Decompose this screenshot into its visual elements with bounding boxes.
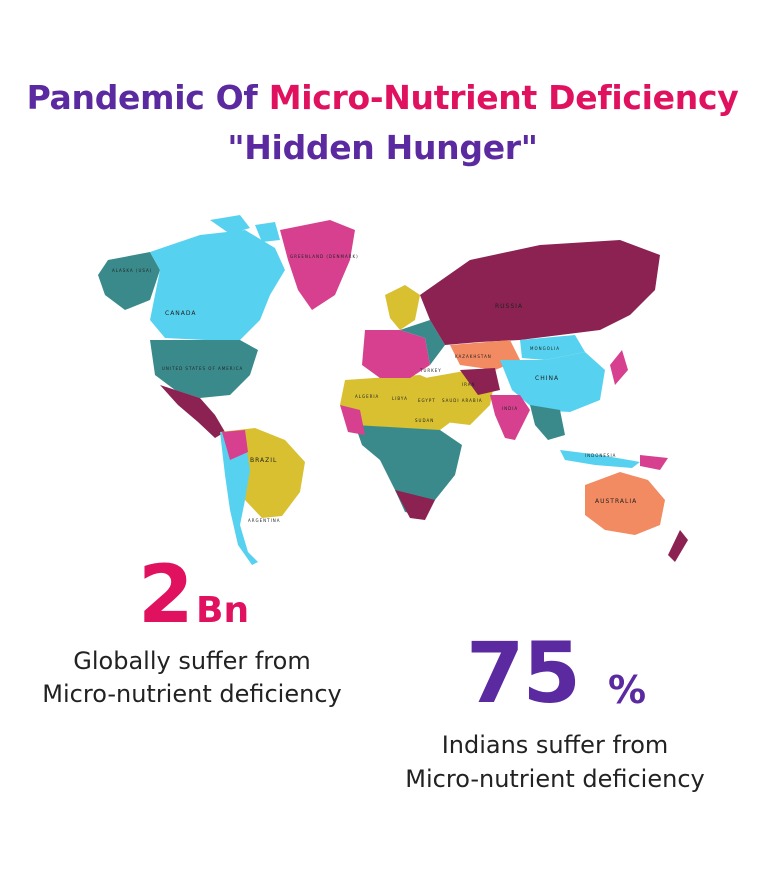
page-title-line1: Pandemic Of Micro-Nutrient Deficiency: [0, 78, 765, 117]
label-iran: IRAN: [462, 382, 476, 387]
label-kazakhstan: KAZAKHSTAN: [455, 354, 492, 359]
region-colombia: [222, 430, 248, 460]
region-canada: [150, 230, 285, 340]
region-india: [490, 395, 530, 440]
region-canada-islands: [210, 215, 280, 242]
label-canada: CANADA: [165, 310, 197, 317]
label-turkey: TURKEY: [419, 368, 442, 373]
label-sudan: SUDAN: [415, 418, 434, 423]
label-algeria: ALGERIA: [355, 394, 379, 399]
world-map: GREENLAND (DENMARK) ALASKA (USA) CANADA …: [98, 215, 688, 565]
label-argentina: ARGENTINA: [248, 518, 281, 523]
label-indonesia: INDONESIA: [585, 453, 616, 458]
label-saudi: SAUDI ARABIA: [442, 398, 483, 403]
label-brazil: BRAZIL: [250, 457, 277, 464]
global-stat-number: 2: [138, 548, 194, 641]
region-china: [500, 352, 605, 412]
india-stat-number: 75: [466, 624, 581, 722]
region-new-guinea: [640, 455, 668, 470]
label-mongolia: MONGOLIA: [530, 346, 560, 351]
region-usa: [150, 340, 258, 398]
title-part-pandemic: Pandemic Of: [26, 78, 269, 117]
title-part-deficiency: Micro-Nutrient Deficiency: [268, 78, 739, 117]
label-egypt: EGYPT: [418, 398, 436, 403]
region-australia: [585, 472, 665, 535]
india-stat-unit: %: [608, 668, 647, 712]
label-australia: AUSTRALIA: [595, 498, 637, 505]
india-stat-desc-line2: Micro-nutrient deficiency: [405, 765, 705, 793]
region-indonesia: [560, 450, 640, 468]
label-russia: RUSSIA: [495, 303, 523, 310]
region-scandinavia: [385, 285, 420, 330]
global-stat-unit: Bn: [196, 590, 250, 631]
label-usa: UNITED STATES OF AMERICA: [162, 366, 243, 371]
region-alaska: [98, 252, 160, 310]
region-africa-west: [340, 405, 365, 435]
label-alaska: ALASKA (USA): [112, 268, 152, 273]
global-stat-desc-line1: Globally suffer from: [73, 647, 311, 675]
label-china: CHINA: [535, 375, 559, 382]
region-mongolia: [520, 335, 585, 360]
label-india: INDIA: [502, 406, 518, 411]
region-europe: [362, 330, 430, 378]
region-africa-south: [395, 490, 435, 520]
region-greenland: [280, 220, 355, 310]
region-russia: [420, 240, 660, 345]
region-mexico: [160, 385, 225, 438]
india-stat-desc-line1: Indians suffer from: [441, 731, 669, 759]
label-greenland: GREENLAND (DENMARK): [290, 254, 359, 259]
region-iran: [460, 368, 500, 395]
region-southeast-asia: [530, 405, 565, 440]
region-south-america-west: [220, 432, 258, 565]
page-title-line2: "Hidden Hunger": [227, 128, 538, 167]
region-japan: [610, 350, 628, 385]
region-new-zealand: [668, 530, 688, 562]
label-libya: LIBYA: [392, 396, 408, 401]
region-africa-central: [355, 425, 462, 515]
region-europe-east: [400, 320, 445, 365]
global-stat-desc-line2: Micro-nutrient deficiency: [42, 680, 342, 708]
